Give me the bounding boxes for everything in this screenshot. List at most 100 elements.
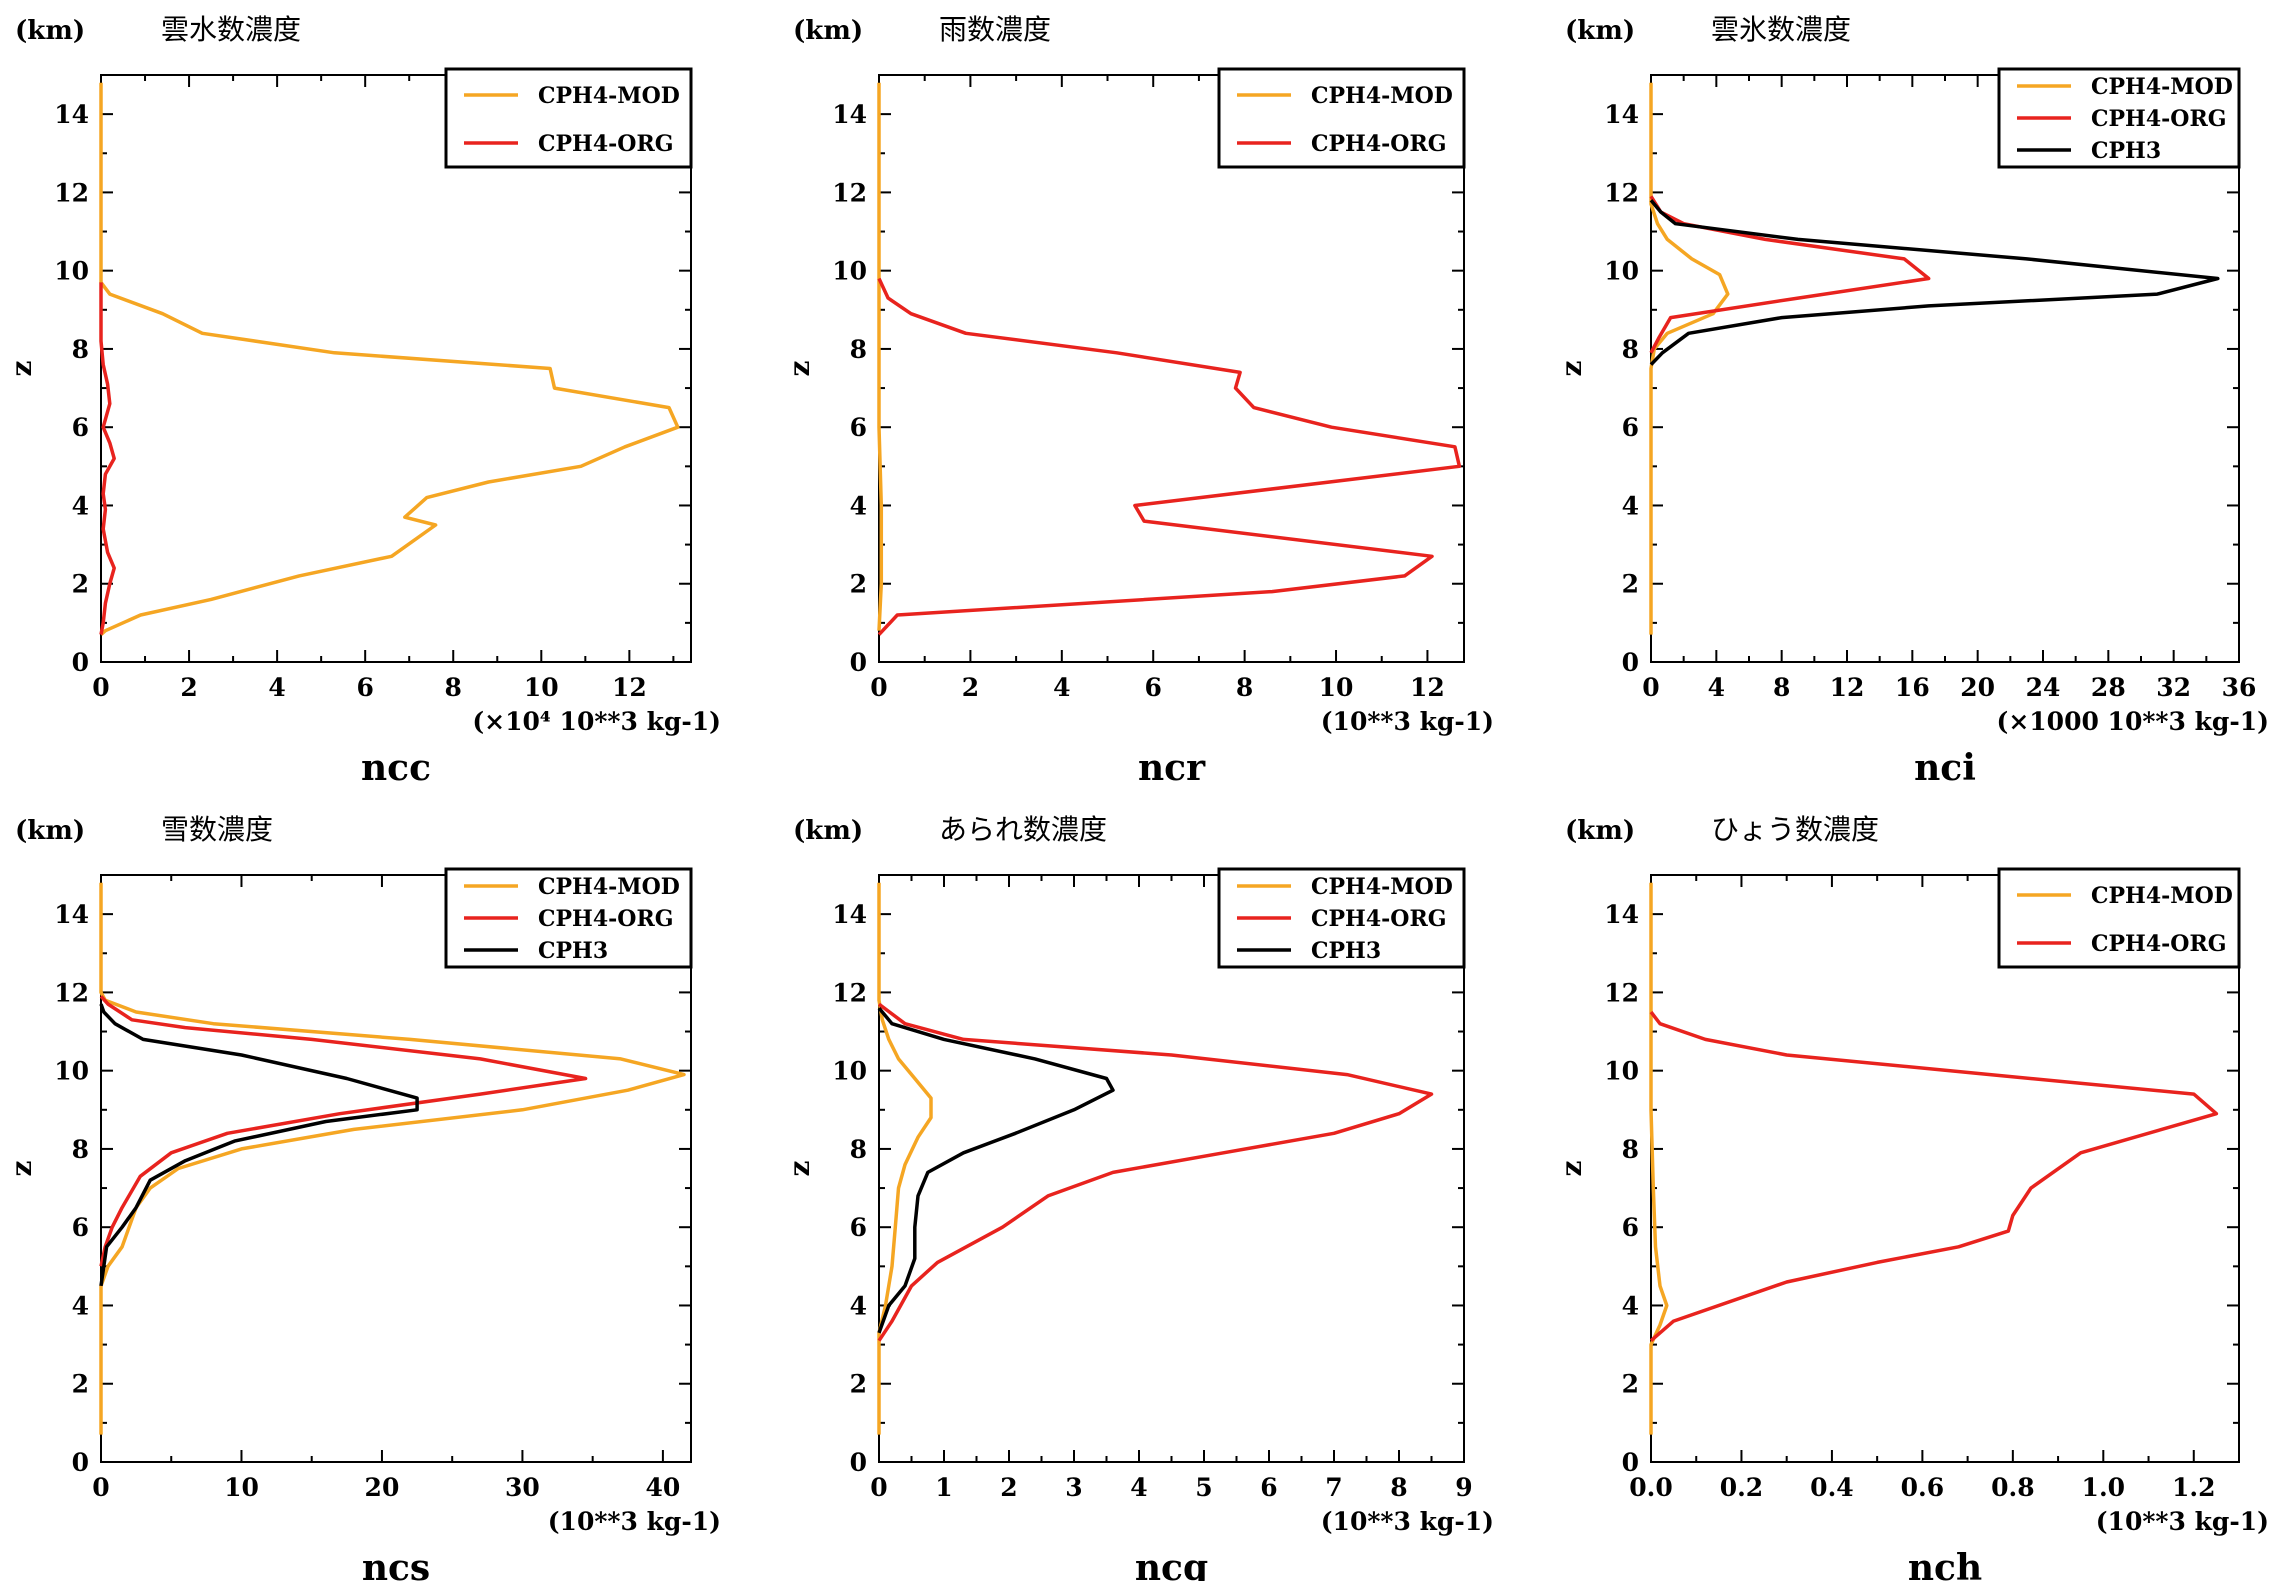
chart-title: ひょう数濃度 <box>1711 813 1879 846</box>
x-axis-label: nci <box>1914 747 1976 789</box>
x-unit-label: (×10⁴ 10**3 kg-1) <box>472 707 721 736</box>
x-tick-label: 4 <box>1053 673 1070 702</box>
y-tick-label: 8 <box>850 1135 867 1164</box>
x-unit-label: (10**3 kg-1) <box>2096 1507 2269 1536</box>
y-tick-label: 14 <box>54 100 89 129</box>
series-line-cph3 <box>877 1006 1115 1334</box>
x-tick-label: 6 <box>356 673 373 702</box>
legend-label: CPH4-ORG <box>538 906 674 932</box>
legend-label: CPH4-MOD <box>2091 883 2233 909</box>
y-tick-label: 4 <box>1622 1291 1639 1320</box>
series-line-cph4-org <box>877 277 1462 636</box>
y-tick-label: 12 <box>1604 978 1639 1007</box>
y-tick-label: 4 <box>850 491 867 520</box>
y-tick-label: 8 <box>850 335 867 364</box>
series-line-cph4-mod <box>1649 882 1669 1435</box>
x-tick-label: 40 <box>646 1473 681 1502</box>
legend: CPH4-MOD CPH4-ORG CPH3 <box>1997 67 2241 169</box>
y-tick-label: 10 <box>1604 257 1639 286</box>
x-axis-label: ncr <box>1138 747 1206 789</box>
x-tick-label: 10 <box>524 673 559 702</box>
series-line-cph4-mod <box>877 82 884 631</box>
y-tick-label: 12 <box>54 978 89 1007</box>
legend-label: CPH4-ORG <box>1311 906 1447 932</box>
legend-label: CPH3 <box>1311 938 1381 964</box>
x-tick-label: 0 <box>92 1473 109 1502</box>
x-tick-label: 9 <box>1455 1473 1472 1502</box>
x-tick-label: 1 <box>935 1473 952 1502</box>
x-tick-label: 20 <box>1960 673 1995 702</box>
x-tick-label: 2 <box>180 673 197 702</box>
x-tick-label: 1.0 <box>2082 1473 2126 1502</box>
y-tick-label: 0 <box>850 648 867 677</box>
x-tick-label: 2 <box>962 673 979 702</box>
y-axis-label: z <box>5 1161 38 1177</box>
y-tick-label: 0 <box>1622 648 1639 677</box>
y-tick-label: 14 <box>54 900 89 929</box>
y-tick-label: 8 <box>72 335 89 364</box>
y-tick-label: 12 <box>54 178 89 207</box>
series-line-cph4-mod <box>877 882 933 1435</box>
y-tick-label: 4 <box>1622 491 1639 520</box>
x-axis-label: ncg <box>1135 1547 1208 1581</box>
y-tick-label: 10 <box>54 257 89 286</box>
y-unit-label: (km) <box>15 816 85 846</box>
x-tick-label: 0 <box>92 673 109 702</box>
x-axis-label: ncc <box>361 747 431 789</box>
x-tick-label: 8 <box>1390 1473 1407 1502</box>
x-tick-label: 8 <box>1773 673 1790 702</box>
x-unit-label: (10**3 kg-1) <box>1321 1507 1494 1536</box>
x-tick-label: 3 <box>1065 1473 1082 1502</box>
y-tick-label: 0 <box>850 1448 867 1477</box>
series-line-cph4-org <box>1649 1010 2219 1343</box>
y-tick-label: 6 <box>72 413 89 442</box>
x-tick-label: 8 <box>445 673 462 702</box>
x-tick-label: 0 <box>870 1473 887 1502</box>
y-tick-label: 2 <box>72 570 89 599</box>
chart-panel-ncr: 0 2 4 6 8 10 12 14 0 2 4 6 8 10 12 (km) 雨数濃度 z (10**3 kg-1… <box>783 13 1494 789</box>
series-line-cph4-org <box>877 1002 1434 1342</box>
legend-label: CPH4-MOD <box>538 874 680 900</box>
y-unit-label: (km) <box>1565 816 1635 846</box>
x-axis-label: ncs <box>362 1547 430 1581</box>
x-tick-label: 0.2 <box>1720 1473 1764 1502</box>
y-tick-label: 12 <box>832 178 867 207</box>
y-tick-label: 6 <box>1622 1213 1639 1242</box>
legend-label: CPH4-MOD <box>1311 874 1453 900</box>
x-unit-label: (10**3 kg-1) <box>548 1507 721 1536</box>
y-tick-label: 0 <box>72 1448 89 1477</box>
y-tick-label: 8 <box>72 1135 89 1164</box>
y-tick-label: 0 <box>1622 1448 1639 1477</box>
y-tick-label: 14 <box>1604 100 1639 129</box>
y-unit-label: (km) <box>793 16 863 46</box>
series-line-cph4-mod <box>99 882 686 1435</box>
y-tick-label: 12 <box>1604 178 1639 207</box>
y-tick-label: 2 <box>850 570 867 599</box>
series-line-cph3 <box>99 1003 419 1287</box>
x-tick-label: 4 <box>268 673 285 702</box>
legend-label: CPH4-MOD <box>1311 83 1453 109</box>
legend-label: CPH4-ORG <box>538 131 674 157</box>
y-axis-label: z <box>783 1161 816 1177</box>
y-tick-label: 2 <box>72 1370 89 1399</box>
chart-title: 雨数濃度 <box>939 13 1051 46</box>
y-unit-label: (km) <box>793 816 863 846</box>
x-unit-label: (×1000 10**3 kg-1) <box>1997 707 2270 736</box>
x-tick-label: 12 <box>612 673 647 702</box>
y-tick-label: 10 <box>832 257 867 286</box>
chart-title: 雪数濃度 <box>161 813 273 846</box>
y-tick-label: 4 <box>850 1291 867 1320</box>
legend: CPH4-MOD CPH4-ORG CPH3 <box>444 867 693 969</box>
y-tick-label: 10 <box>54 1057 89 1086</box>
chart-title: 雲氷数濃度 <box>1711 13 1851 46</box>
legend: CPH4-MOD CPH4-ORG <box>444 67 693 169</box>
x-tick-label: 5 <box>1195 1473 1212 1502</box>
plot-frame <box>100 874 692 1463</box>
x-tick-label: 16 <box>1895 673 1930 702</box>
chart-panel-ncc: 0 2 4 6 8 10 12 14 0 2 4 6 8 10 12 (km) 雲水数濃度 z (×10⁴ 10**… <box>5 13 721 789</box>
series-line-cph4-org <box>99 282 116 635</box>
y-tick-label: 6 <box>72 1213 89 1242</box>
x-tick-label: 20 <box>365 1473 400 1502</box>
y-tick-label: 6 <box>850 1213 867 1242</box>
x-tick-label: 10 <box>1319 673 1354 702</box>
